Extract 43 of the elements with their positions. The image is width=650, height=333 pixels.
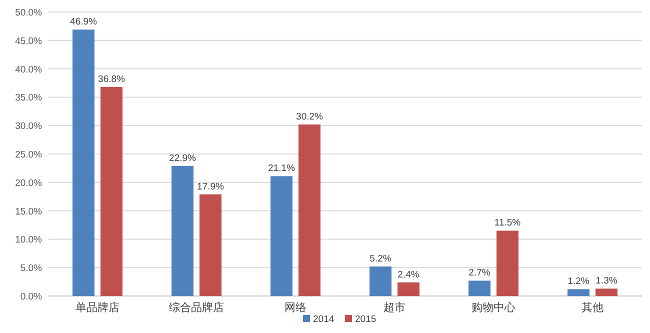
y-tick-label: 15.0%: [15, 206, 43, 218]
x-tick-label: 超市: [384, 301, 406, 314]
data-label: 17.9%: [197, 181, 225, 192]
x-tick-label: 购物中心: [472, 301, 516, 314]
y-tick-label: 45.0%: [15, 36, 43, 47]
legend-label: 2015: [355, 314, 376, 325]
bar: [468, 280, 490, 296]
data-label: 2.4%: [398, 269, 420, 280]
data-label: 30.2%: [296, 111, 324, 122]
bar: [200, 194, 222, 296]
data-label: 1.2%: [568, 276, 590, 288]
bar: [370, 266, 392, 296]
data-label: 36.8%: [98, 74, 126, 85]
y-tick-label: 30.0%: [15, 121, 43, 132]
bar: [496, 230, 518, 296]
bar: [72, 30, 94, 296]
y-tick-label: 10.0%: [15, 234, 43, 246]
bar: [100, 86, 122, 296]
bar: [568, 289, 590, 296]
bar: [270, 176, 292, 296]
y-tick-label: 5.0%: [20, 263, 43, 274]
x-tick-label: 其他: [582, 301, 604, 314]
bar: [398, 282, 420, 296]
y-tick-label: 25.0%: [15, 150, 43, 160]
bar: [298, 124, 320, 296]
data-label: 1.3%: [596, 276, 618, 287]
x-tick-label: 综合品牌店: [169, 301, 224, 314]
y-tick-label: 20.0%: [15, 178, 43, 189]
data-label: 2.7%: [468, 268, 491, 279]
data-label: 5.2%: [370, 253, 392, 264]
x-tick-label: 单品牌店: [76, 301, 120, 314]
bar: [596, 288, 618, 296]
data-label: 21.1%: [268, 163, 296, 174]
data-label: 46.9%: [70, 16, 98, 28]
x-tick-label: 网络: [284, 302, 306, 314]
y-tick-label: 0.0%: [20, 292, 43, 302]
legend-label: 2014: [313, 314, 334, 325]
y-tick-label: 50.0%: [15, 8, 43, 18]
y-tick-label: 40.0%: [15, 64, 43, 76]
y-tick-label: 35.0%: [15, 92, 43, 104]
data-label: 22.9%: [169, 152, 197, 164]
data-label: 11.5%: [494, 218, 522, 229]
bar: [172, 166, 194, 296]
